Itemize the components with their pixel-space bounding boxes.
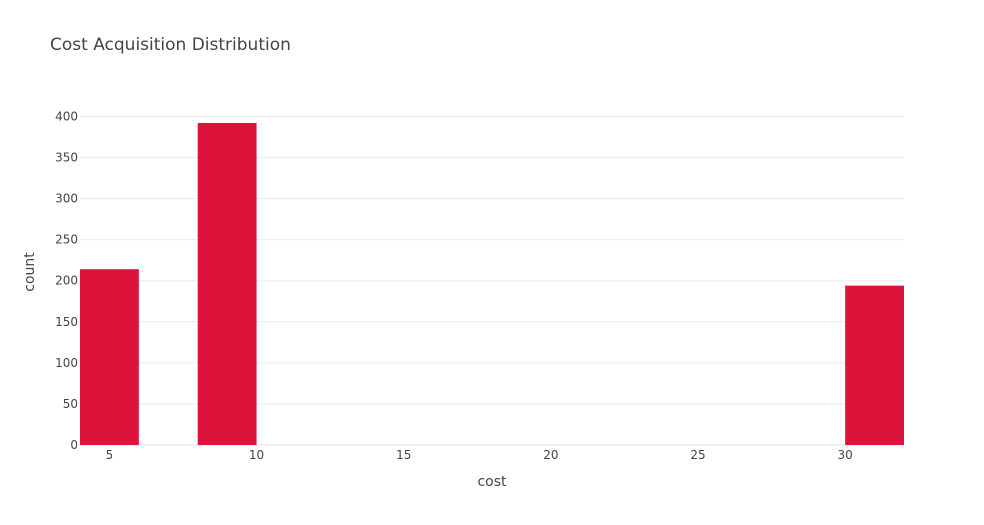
y-tick-label: 300 bbox=[55, 192, 78, 206]
x-tick-label: 10 bbox=[249, 448, 264, 462]
x-tick-label: 25 bbox=[690, 448, 705, 462]
x-tick-label: 5 bbox=[106, 448, 114, 462]
histogram-bar[interactable] bbox=[80, 269, 139, 445]
y-tick-label: 400 bbox=[55, 109, 78, 123]
x-axis-ticks: 5 10 15 20 25 30 bbox=[106, 448, 853, 462]
y-tick-label: 100 bbox=[55, 356, 78, 370]
y-tick-label: 150 bbox=[55, 315, 78, 329]
y-tick-label: 350 bbox=[55, 151, 78, 165]
chart-title: Cost Acquisition Distribution bbox=[50, 35, 291, 55]
y-tick-label: 50 bbox=[63, 397, 78, 411]
histogram-bar[interactable] bbox=[197, 123, 257, 445]
y-tick-label: 0 bbox=[70, 438, 78, 452]
y-axis-ticks: 0 50 100 150 200 250 300 350 400 bbox=[55, 109, 78, 452]
x-tick-label: 15 bbox=[396, 448, 411, 462]
x-tick-label: 20 bbox=[543, 448, 558, 462]
bar-layer bbox=[80, 123, 904, 445]
y-axis-title: count bbox=[22, 252, 38, 292]
histogram-bar[interactable] bbox=[845, 285, 904, 445]
x-tick-label: 30 bbox=[838, 448, 853, 462]
y-tick-label: 250 bbox=[55, 233, 78, 247]
x-axis-title: cost bbox=[477, 474, 507, 490]
y-tick-label: 200 bbox=[55, 274, 78, 288]
